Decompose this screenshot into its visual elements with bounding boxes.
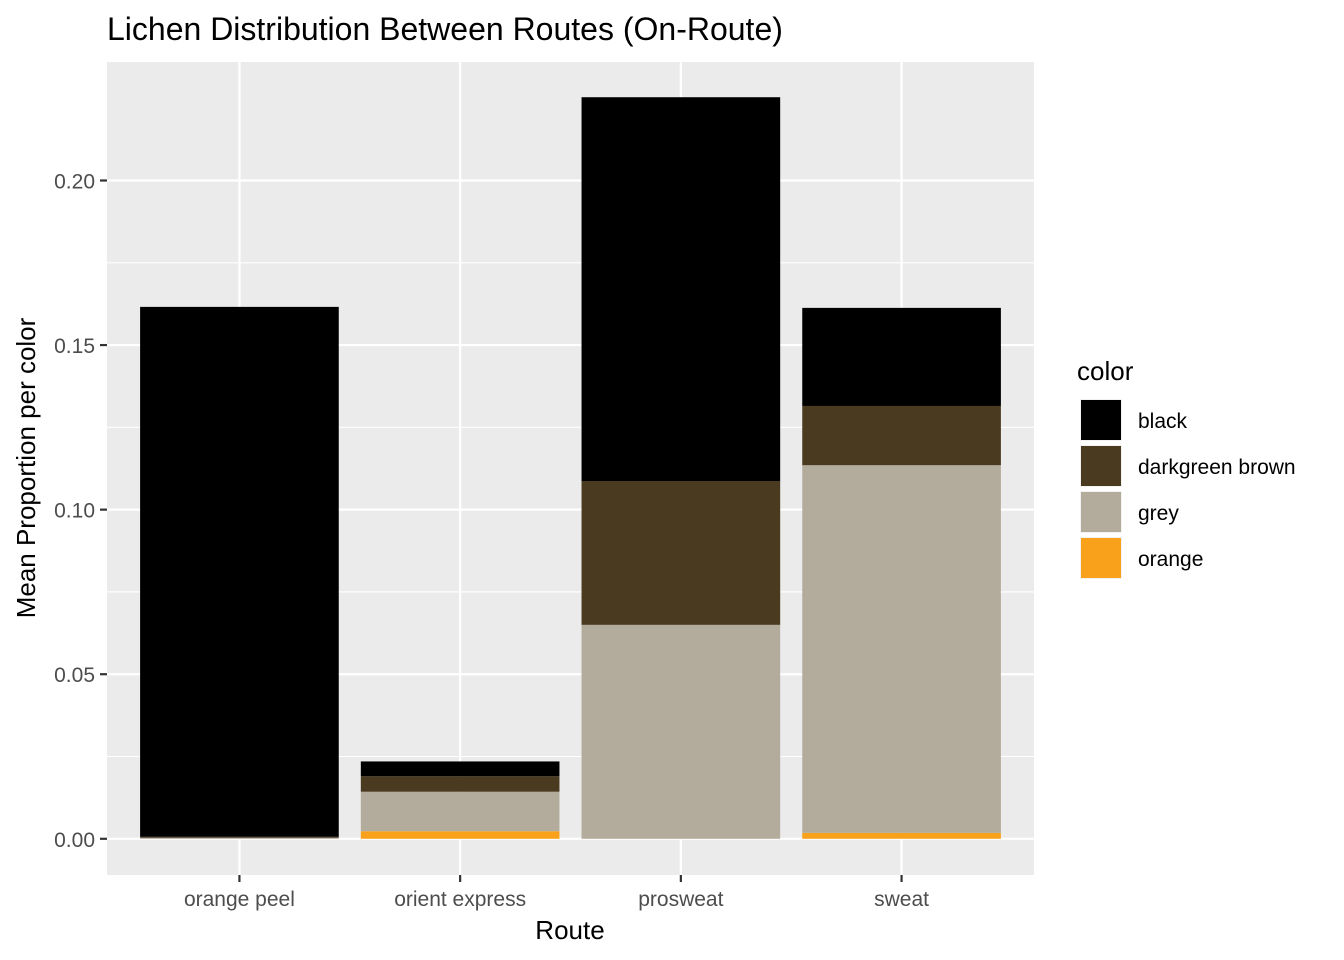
y-tick-label: 0.00 — [54, 829, 95, 852]
y-tick-label: 0.10 — [54, 500, 95, 523]
bar-segment — [802, 832, 1001, 839]
legend-label: orange — [1138, 548, 1203, 571]
bar-segment — [140, 836, 339, 838]
bar-segment — [581, 481, 781, 625]
y-tick-label: 0.05 — [54, 664, 95, 687]
x-axis: orange peel orient express prosweat sweat — [184, 875, 929, 911]
bar-segment — [140, 837, 339, 839]
bar-segment — [360, 776, 560, 792]
legend-label: darkgreen brown — [1138, 456, 1296, 479]
x-tick-label: sweat — [874, 888, 929, 911]
legend-swatch — [1081, 492, 1121, 532]
x-tick-label: prosweat — [638, 888, 723, 911]
legend-swatch — [1081, 446, 1121, 486]
bar-segment — [802, 465, 1001, 833]
bars — [140, 97, 1001, 839]
bar-segment — [581, 97, 781, 482]
chart-title: Lichen Distribution Between Routes (On-R… — [107, 11, 783, 47]
x-tick-label: orange peel — [184, 888, 295, 911]
x-tick-label: orient express — [394, 888, 526, 911]
bar-segment — [802, 307, 1001, 406]
bar-segment — [581, 624, 781, 839]
bar-segment — [360, 761, 560, 777]
legend-swatch — [1081, 538, 1121, 578]
legend-label: grey — [1138, 502, 1179, 525]
x-axis-label: Route — [535, 915, 604, 945]
bar-segment — [360, 791, 560, 832]
bar-segment — [802, 405, 1001, 466]
legend-swatch — [1081, 400, 1121, 440]
y-tick-label: 0.20 — [54, 170, 95, 193]
legend-label: black — [1138, 410, 1188, 433]
legend-title: color — [1077, 356, 1134, 386]
legend: color black darkgreen brown grey orange — [1077, 356, 1296, 579]
y-axis: 0.00 0.05 0.10 0.15 0.20 — [54, 170, 107, 852]
y-axis-label: Mean Proportion per color — [11, 317, 41, 618]
y-tick-label: 0.15 — [54, 335, 95, 358]
bar-segment — [140, 306, 339, 837]
bar-segment — [360, 831, 560, 839]
